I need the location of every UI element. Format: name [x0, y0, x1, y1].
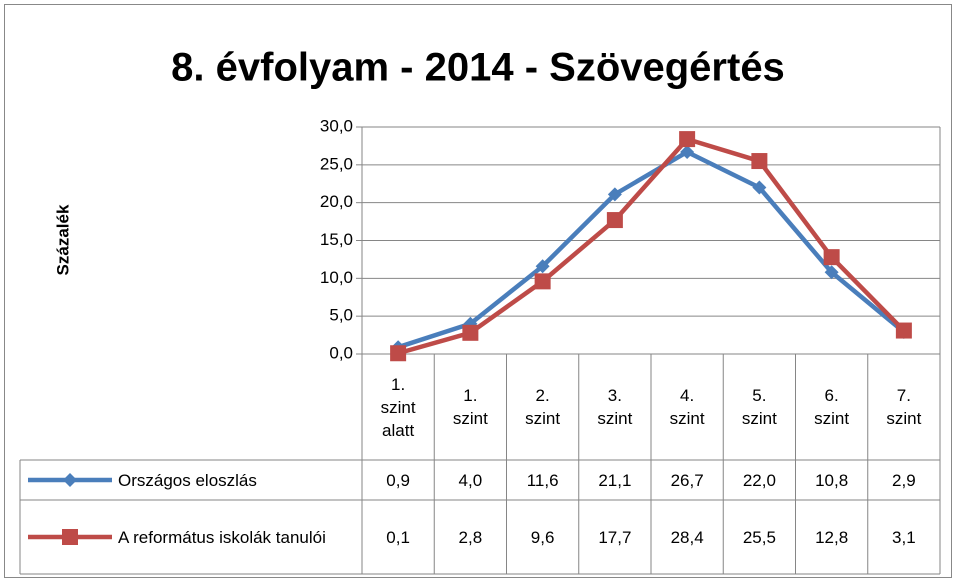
line-marker: [535, 259, 550, 274]
line-marker: [534, 273, 551, 290]
category-label: 4. szint: [669, 386, 705, 428]
data-table-value: 2,9: [892, 470, 916, 490]
category-label: 3. szint: [597, 386, 633, 428]
y-tick-label: 25,0: [320, 154, 353, 173]
category-label: 7. szint: [886, 386, 922, 428]
line-marker: [63, 473, 77, 487]
line-marker: [823, 249, 840, 266]
chart-title: 8. évfolyam - 2014 - Szövegértés: [171, 46, 785, 90]
line-marker: [680, 144, 695, 159]
data-table-value: 10,8: [815, 470, 849, 490]
y-tick-label: 30,0: [320, 116, 353, 135]
line-marker: [390, 345, 407, 362]
data-table-value: 2,8: [458, 527, 483, 547]
legend-label: Országos eloszlás: [118, 470, 257, 490]
data-table-value: 12,8: [815, 527, 849, 547]
line-marker: [679, 131, 696, 148]
y-axis-label: Százalék: [53, 204, 72, 275]
data-table-value: 4,0: [458, 470, 483, 490]
line-series: [397, 136, 906, 356]
line-marker: [606, 212, 623, 229]
y-tick-label: 10,0: [320, 268, 353, 287]
data-table-value: 28,4: [670, 527, 704, 547]
y-tick-label: 20,0: [320, 192, 353, 211]
category-label: 1. szint alatt: [380, 374, 416, 440]
legend-label: A református iskolák tanulói: [118, 527, 326, 547]
y-tick-label: 0,0: [329, 343, 353, 362]
data-table-value: 3,1: [892, 527, 916, 547]
line-marker: [751, 153, 768, 170]
data-table-value: 22,0: [742, 470, 776, 490]
data-table-value: 21,1: [598, 470, 632, 490]
line-marker: [462, 324, 479, 341]
data-table-value: 17,7: [598, 527, 632, 547]
line-marker: [895, 322, 912, 339]
category-label: 2. szint: [525, 386, 561, 428]
line-marker: [752, 180, 767, 195]
data-table-value: 0,9: [386, 470, 410, 490]
data-table-value: 26,7: [670, 470, 704, 490]
data-table-value: 0,1: [386, 527, 410, 547]
category-label: 5. szint: [741, 386, 777, 428]
category-label: 6. szint: [814, 386, 850, 428]
y-tick-label: 15,0: [320, 230, 353, 249]
frame-border: [4, 4, 952, 578]
data-table-value: 11,6: [526, 470, 559, 490]
line-marker: [62, 529, 78, 545]
data-table-value: 9,6: [530, 527, 555, 547]
line-marker: [607, 187, 622, 202]
line-series: [397, 149, 906, 350]
line-marker: [824, 265, 839, 280]
category-label: 1. szint: [452, 386, 488, 428]
y-tick-label: 5,0: [329, 306, 353, 325]
data-table-value: 25,5: [742, 527, 776, 547]
